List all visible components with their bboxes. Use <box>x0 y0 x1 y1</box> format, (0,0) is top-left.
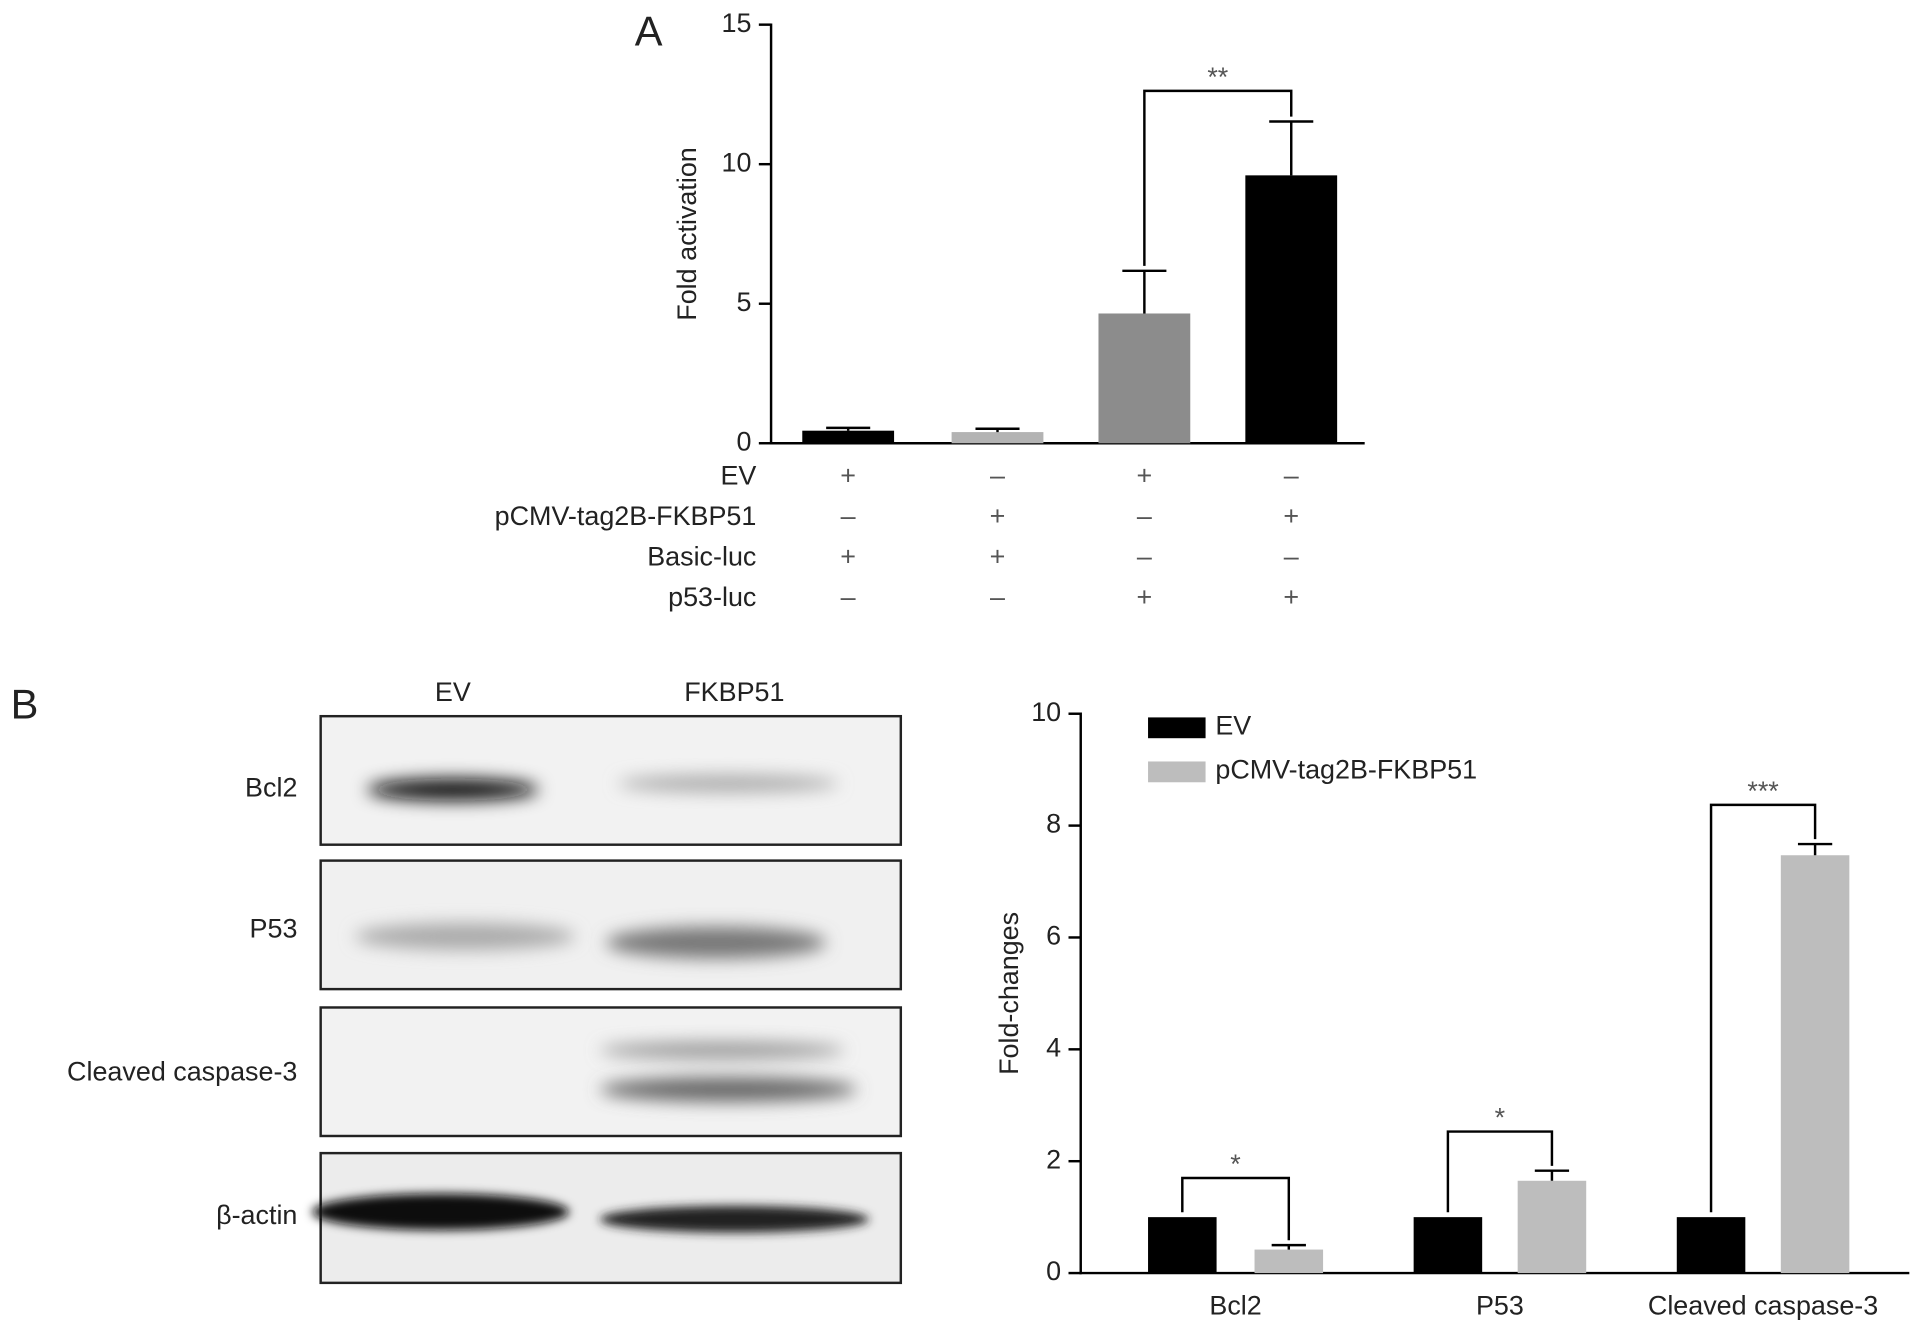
bar <box>951 432 1044 444</box>
bar <box>1413 1217 1483 1274</box>
band <box>599 1205 869 1233</box>
panel-label: A <box>635 7 663 54</box>
error-bar <box>1797 842 1833 856</box>
blot-box <box>319 1006 903 1138</box>
western-blot: EV FKBP51 Bcl2 P53 Cleaved caspase-3 β-a… <box>67 677 903 1285</box>
significance-bracket <box>1143 89 1293 266</box>
y-tick-label: 5 <box>737 287 752 317</box>
y-tick-label: 10 <box>1031 697 1061 727</box>
condition-mark: + <box>1283 582 1299 612</box>
condition-label: Basic-luc <box>647 541 756 571</box>
bar <box>802 430 895 444</box>
bar <box>1517 1180 1587 1274</box>
lane-label: EV <box>435 677 471 707</box>
condition-mark: – <box>1137 541 1152 571</box>
blot-box <box>319 859 903 991</box>
condition-mark: + <box>990 501 1006 531</box>
row-label: β-actin <box>216 1200 297 1230</box>
band <box>599 1041 845 1059</box>
row-label: P53 <box>250 913 298 943</box>
error-bar <box>826 426 871 431</box>
y-tick-label: 4 <box>1046 1032 1061 1062</box>
legend-label: pCMV-tag2B-FKBP51 <box>1215 754 1477 784</box>
y-tick-label: 8 <box>1046 809 1061 839</box>
lane-label: FKBP51 <box>684 677 784 707</box>
significance-bracket <box>1181 1176 1291 1241</box>
legend-swatch <box>1148 717 1206 739</box>
y-axis-label: Fold-changes <box>994 912 1024 1075</box>
band <box>312 1193 570 1231</box>
bar <box>1780 855 1850 1274</box>
y-tick-label: 6 <box>1046 921 1061 951</box>
bar <box>1098 313 1191 444</box>
y-tick-label: 0 <box>737 426 752 456</box>
condition-mark: + <box>840 541 856 571</box>
y-tick-label: 2 <box>1046 1144 1061 1174</box>
significance-label: * <box>1495 1102 1506 1132</box>
bar <box>1148 1217 1217 1274</box>
condition-mark: + <box>990 541 1006 571</box>
condition-mark: – <box>841 501 856 531</box>
bar <box>1245 175 1338 444</box>
error-bar <box>1269 120 1314 176</box>
error-bar <box>975 427 1020 433</box>
bar <box>1254 1249 1324 1274</box>
band <box>618 774 839 793</box>
band <box>605 926 827 959</box>
legend-swatch <box>1148 761 1206 783</box>
condition-mark: + <box>840 461 856 491</box>
condition-label: pCMV-tag2B-FKBP51 <box>495 501 757 531</box>
condition-mark: + <box>1283 501 1299 531</box>
band <box>599 1077 857 1102</box>
condition-mark: – <box>1284 461 1299 491</box>
condition-mark: – <box>990 461 1005 491</box>
condition-mark: – <box>990 582 1005 612</box>
condition-label: EV <box>720 461 756 491</box>
y-tick-label: 10 <box>722 147 752 177</box>
error-bar <box>1122 269 1167 314</box>
x-tick-label: Bcl2 <box>1209 1290 1261 1320</box>
condition-label: p53-luc <box>668 582 756 612</box>
x-tick-label: P53 <box>1476 1290 1524 1320</box>
condition-mark: – <box>1137 501 1152 531</box>
condition-mark: + <box>1137 461 1153 491</box>
row-label: Cleaved caspase-3 <box>67 1057 297 1087</box>
panel-label: B <box>11 681 39 728</box>
y-tick-label: 15 <box>722 8 752 38</box>
significance-label: *** <box>1747 776 1779 806</box>
significance-bracket <box>1446 1130 1554 1213</box>
band <box>354 923 576 950</box>
bar <box>1676 1217 1746 1274</box>
error-bar <box>1534 1169 1570 1181</box>
significance-label: ** <box>1207 62 1228 92</box>
significance-bracket <box>1709 803 1817 1213</box>
condition-mark: – <box>841 582 856 612</box>
band <box>367 778 539 801</box>
significance-label: * <box>1230 1149 1241 1179</box>
y-axis-label: Fold activation <box>672 147 702 321</box>
condition-mark: – <box>1284 541 1299 571</box>
x-tick-label: Cleaved caspase-3 <box>1648 1290 1878 1320</box>
legend-label: EV <box>1215 710 1251 740</box>
error-bar <box>1271 1243 1306 1250</box>
row-label: Bcl2 <box>245 773 297 803</box>
y-tick-label: 0 <box>1046 1256 1061 1286</box>
condition-mark: + <box>1137 582 1153 612</box>
